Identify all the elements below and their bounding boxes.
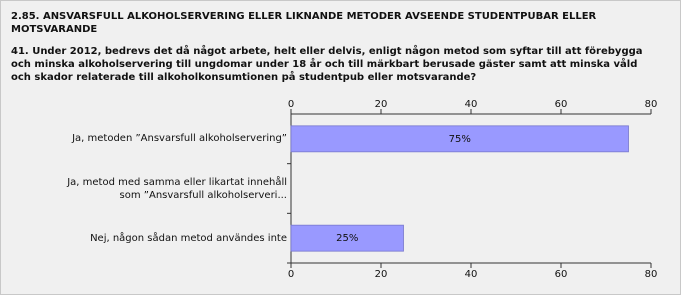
x-tick-label: 0 [288, 269, 294, 280]
x-tick-label: 20 [375, 269, 388, 280]
value-label: 25% [336, 233, 358, 244]
value-label: 75% [449, 134, 471, 145]
x-tick-label: 0 [288, 99, 294, 110]
y-tick-label: Ja, metoden ”Ansvarsfull alkoholserverin… [72, 133, 287, 145]
y-tick-label: Nej, någon sådan metod användes inte [90, 232, 287, 244]
x-tick-label: 40 [465, 269, 478, 280]
x-tick-label: 60 [555, 99, 568, 110]
x-tick-label: 80 [645, 99, 658, 110]
bar [290, 125, 629, 153]
x-tick-label: 60 [555, 269, 568, 280]
bar [290, 224, 404, 252]
x-tick-label: 20 [375, 99, 388, 110]
x-tick-label: 80 [645, 269, 658, 280]
chart-title: 2.85. ANSVARSFULL ALKOHOLSERVERING ELLER… [11, 11, 597, 35]
x-tick-label: 40 [465, 99, 478, 110]
question: 41. Under 2012, bedrevs det då något arb… [11, 46, 643, 83]
y-tick-label: Ja, metod med samma eller likartat inneh… [67, 176, 287, 201]
